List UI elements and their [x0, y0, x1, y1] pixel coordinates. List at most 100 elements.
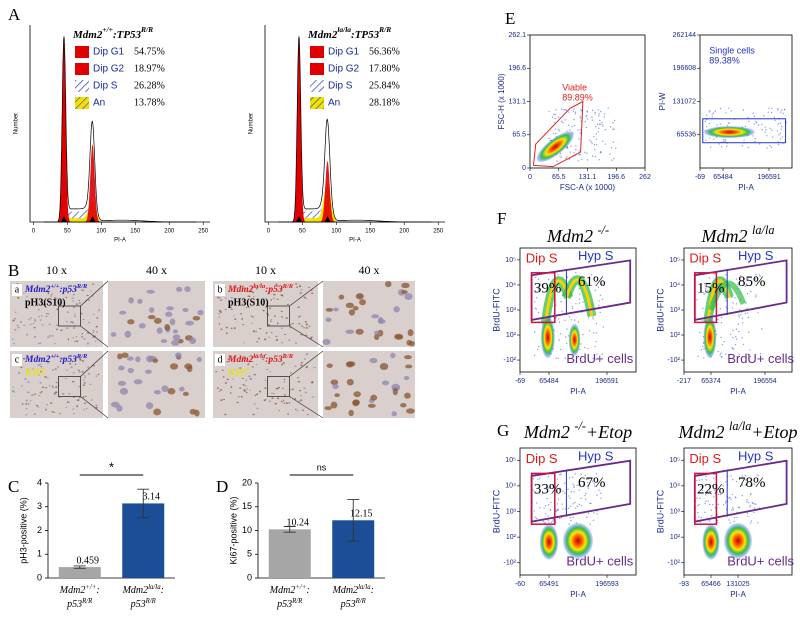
event-dot [588, 330, 591, 332]
event-dot [562, 508, 564, 510]
nucleus [28, 318, 31, 321]
nucleus [27, 381, 30, 383]
event-dot [737, 506, 740, 509]
event-dot [553, 113, 555, 115]
y-tick-label: 20 [242, 477, 252, 487]
event-dot [596, 144, 598, 146]
nucleus [276, 322, 279, 325]
event-dot [555, 109, 557, 111]
nucleus [65, 321, 69, 323]
nucleus [294, 342, 298, 345]
text-part: Mdm2 [546, 226, 598, 246]
nucleus [126, 356, 134, 361]
event-dot [611, 159, 613, 161]
event-dot [584, 494, 586, 497]
nucleus [92, 329, 95, 332]
event-dot [735, 303, 738, 305]
event-dot [568, 124, 570, 127]
nucleus [172, 329, 178, 334]
event-dot [555, 132, 557, 135]
event-dot [731, 348, 734, 350]
nucleus [160, 339, 168, 344]
event-dot [568, 158, 571, 160]
nucleus [245, 388, 248, 390]
genotype-label: Mdm2la/la:p53R/R [227, 283, 294, 295]
nucleus [27, 403, 30, 405]
nucleus [55, 324, 59, 327]
cells-label: BrdU+ cells [566, 351, 633, 366]
event-dot [569, 129, 571, 131]
nucleus [240, 312, 242, 315]
event-dot [603, 116, 605, 118]
event-dot [725, 500, 727, 502]
legend-name: Dip G1 [328, 47, 360, 58]
nucleus [240, 395, 243, 398]
event-dot [599, 152, 602, 154]
event-dot [593, 485, 596, 487]
y-tick-label: 10² [670, 332, 681, 339]
nucleus [55, 386, 58, 388]
nucleus [20, 366, 23, 369]
bar [58, 567, 101, 578]
event-dot [744, 125, 747, 127]
nucleus [253, 295, 255, 298]
event-dot [560, 120, 563, 123]
nucleus [66, 327, 69, 329]
nucleus [283, 381, 285, 383]
event-dot [736, 516, 738, 519]
y-tick-label: 0 [522, 165, 526, 172]
event-dot [732, 508, 735, 511]
tile-letter-box [12, 354, 22, 366]
event-dot [615, 147, 617, 150]
hyp-percent: 85% [738, 274, 766, 290]
zoom-box [58, 376, 81, 397]
nucleus [71, 380, 75, 383]
event-dot [705, 479, 707, 481]
event-dot [738, 309, 741, 311]
error-bar [347, 498, 360, 542]
nucleus [87, 299, 91, 301]
event-dot [566, 130, 568, 132]
value-label: 12.15 [350, 509, 373, 520]
nucleus [265, 331, 268, 334]
event-dot [707, 500, 710, 502]
nucleus [38, 315, 40, 318]
nucleus [83, 382, 87, 384]
y-tick-label: 10⁵ [505, 257, 516, 264]
nucleus [87, 366, 89, 369]
y-tick-label: 10⁵ [669, 457, 680, 464]
nucleus [297, 381, 301, 383]
zoom-line [80, 325, 109, 348]
event-dot [557, 116, 560, 118]
zoom-box [267, 376, 290, 397]
event-dot [734, 297, 736, 299]
event-dot [741, 145, 744, 147]
event-dot [580, 120, 582, 123]
event-dot [703, 357, 705, 359]
nucleus [230, 386, 233, 389]
text-part: Mdm2 [227, 355, 254, 365]
nucleus [379, 363, 389, 371]
event-dot [739, 275, 741, 277]
event-dot [783, 108, 786, 111]
nucleus [374, 330, 381, 335]
nucleus [13, 317, 17, 320]
nucleus [251, 366, 254, 368]
nucleus [45, 408, 47, 411]
event-dot [559, 155, 561, 157]
nucleus [230, 297, 233, 299]
event-dot [555, 357, 557, 359]
y-tick-label: 10³ [670, 307, 681, 314]
nucleus [44, 376, 47, 378]
nucleus [216, 387, 220, 389]
event-dot [732, 302, 734, 304]
nucleus [241, 285, 244, 288]
event-dot [714, 110, 717, 112]
legend-value: 25.84% [369, 80, 400, 91]
y-tick-label: 262144 [673, 32, 696, 39]
y-tick-label: 10⁵ [669, 257, 680, 264]
event-dot [594, 355, 596, 357]
nucleus [294, 365, 297, 368]
event-dot [595, 126, 597, 128]
event-dot [717, 488, 719, 490]
